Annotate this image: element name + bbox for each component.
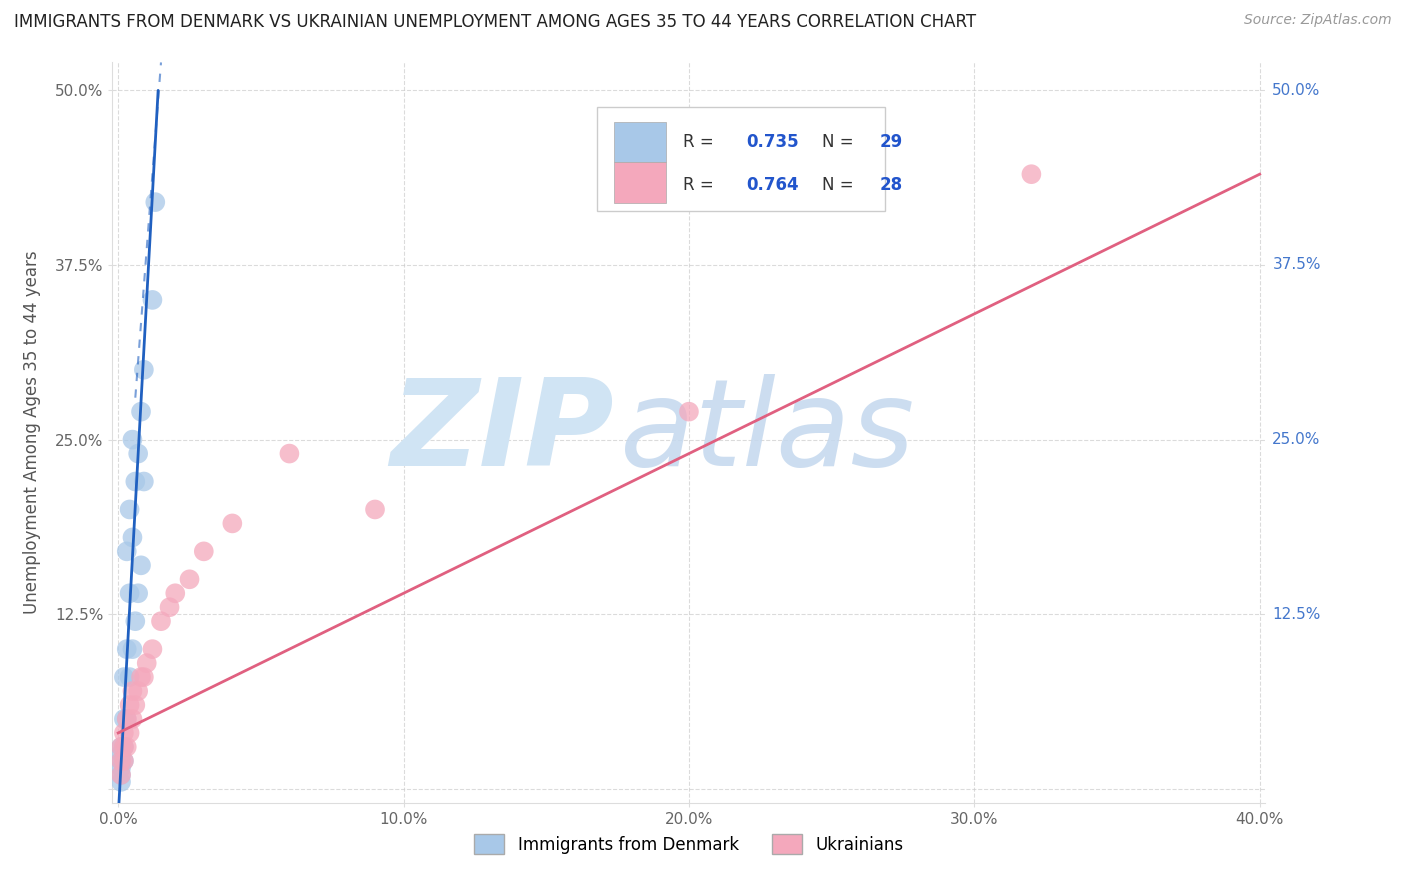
Point bbox=[127, 446, 149, 460]
Text: IMMIGRANTS FROM DENMARK VS UKRAINIAN UNEMPLOYMENT AMONG AGES 35 TO 44 YEARS CORR: IMMIGRANTS FROM DENMARK VS UKRAINIAN UNE… bbox=[14, 13, 976, 31]
Point bbox=[364, 502, 387, 516]
Point bbox=[121, 684, 143, 698]
Text: R =: R = bbox=[683, 134, 720, 152]
Point bbox=[110, 761, 132, 775]
Text: 0.764: 0.764 bbox=[747, 176, 799, 194]
Point bbox=[112, 739, 135, 754]
Point bbox=[127, 586, 149, 600]
Point bbox=[150, 614, 173, 628]
Point bbox=[110, 768, 132, 782]
Point bbox=[110, 739, 132, 754]
Point bbox=[110, 775, 132, 789]
Point bbox=[121, 433, 143, 447]
Text: 28: 28 bbox=[879, 176, 903, 194]
Text: 12.5%: 12.5% bbox=[1272, 607, 1320, 622]
Text: atlas: atlas bbox=[620, 374, 915, 491]
Point bbox=[129, 558, 152, 573]
Legend: Immigrants from Denmark, Ukrainians: Immigrants from Denmark, Ukrainians bbox=[468, 828, 910, 861]
Point bbox=[135, 656, 157, 670]
Point bbox=[110, 754, 132, 768]
Point bbox=[193, 544, 215, 558]
Point bbox=[132, 475, 155, 489]
Point bbox=[124, 698, 146, 712]
Point bbox=[132, 670, 155, 684]
FancyBboxPatch shape bbox=[596, 107, 884, 211]
Point bbox=[121, 530, 143, 544]
Point bbox=[121, 712, 143, 726]
Point bbox=[115, 544, 138, 558]
Point bbox=[118, 670, 141, 684]
Text: N =: N = bbox=[821, 176, 859, 194]
Point bbox=[129, 405, 152, 419]
Text: 0.735: 0.735 bbox=[747, 134, 799, 152]
Point bbox=[110, 768, 132, 782]
Text: 29: 29 bbox=[879, 134, 903, 152]
Point bbox=[112, 670, 135, 684]
Point bbox=[143, 195, 166, 210]
Point bbox=[121, 642, 143, 657]
Point bbox=[115, 739, 138, 754]
Point bbox=[118, 586, 141, 600]
Point bbox=[124, 614, 146, 628]
Point bbox=[127, 684, 149, 698]
Text: 37.5%: 37.5% bbox=[1272, 258, 1320, 272]
Point bbox=[165, 586, 187, 600]
Point bbox=[112, 726, 135, 740]
Point bbox=[132, 363, 155, 377]
Bar bbox=[614, 162, 666, 203]
Point bbox=[112, 754, 135, 768]
Point bbox=[141, 293, 163, 307]
Point bbox=[678, 405, 700, 419]
Text: 50.0%: 50.0% bbox=[1272, 83, 1320, 98]
Y-axis label: Unemployment Among Ages 35 to 44 years: Unemployment Among Ages 35 to 44 years bbox=[22, 251, 41, 615]
Point bbox=[115, 712, 138, 726]
Point bbox=[115, 712, 138, 726]
Point bbox=[110, 747, 132, 761]
Point bbox=[118, 726, 141, 740]
Point bbox=[110, 739, 132, 754]
Text: ZIP: ZIP bbox=[391, 374, 614, 491]
Point bbox=[129, 670, 152, 684]
Point bbox=[179, 572, 201, 586]
Text: R =: R = bbox=[683, 176, 720, 194]
Bar bbox=[614, 121, 666, 162]
Point bbox=[141, 642, 163, 657]
Point bbox=[124, 475, 146, 489]
Point bbox=[112, 712, 135, 726]
Point bbox=[112, 754, 135, 768]
Text: 25.0%: 25.0% bbox=[1272, 432, 1320, 447]
Point bbox=[118, 698, 141, 712]
Point bbox=[110, 754, 132, 768]
Point bbox=[278, 446, 301, 460]
Point bbox=[159, 600, 181, 615]
Point bbox=[115, 642, 138, 657]
Point bbox=[112, 739, 135, 754]
Point bbox=[118, 502, 141, 516]
Point bbox=[221, 516, 243, 531]
Point bbox=[1021, 167, 1043, 181]
Text: Source: ZipAtlas.com: Source: ZipAtlas.com bbox=[1244, 13, 1392, 28]
Text: N =: N = bbox=[821, 134, 859, 152]
